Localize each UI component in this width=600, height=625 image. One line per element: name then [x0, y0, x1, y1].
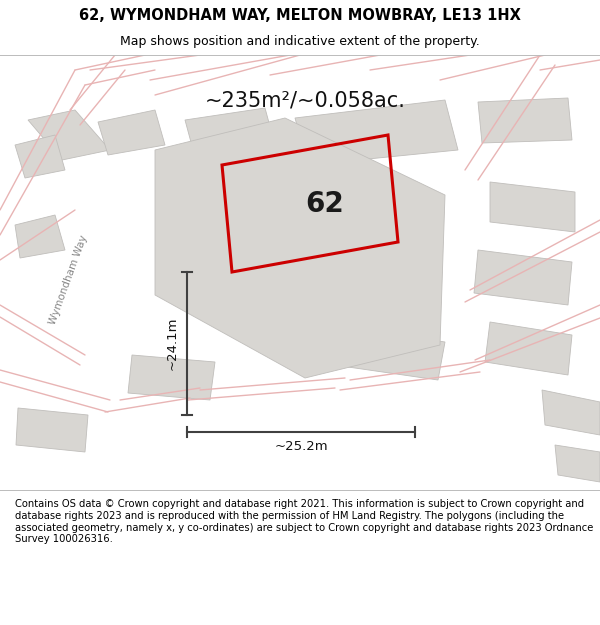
Polygon shape — [490, 182, 575, 232]
Polygon shape — [295, 100, 458, 165]
Polygon shape — [15, 215, 65, 258]
Polygon shape — [128, 355, 215, 400]
Text: Map shows position and indicative extent of the property.: Map shows position and indicative extent… — [120, 35, 480, 48]
Polygon shape — [185, 108, 275, 157]
Polygon shape — [542, 390, 600, 435]
Text: Contains OS data © Crown copyright and database right 2021. This information is : Contains OS data © Crown copyright and d… — [15, 499, 593, 544]
Text: ~24.1m: ~24.1m — [166, 317, 179, 370]
Text: 62: 62 — [305, 189, 344, 218]
Text: Wymondham Way: Wymondham Way — [47, 234, 89, 326]
Text: ~25.2m: ~25.2m — [274, 440, 328, 453]
Polygon shape — [15, 135, 65, 178]
Polygon shape — [28, 110, 110, 160]
Polygon shape — [485, 322, 572, 375]
Polygon shape — [155, 118, 445, 378]
Text: ~235m²/~0.058ac.: ~235m²/~0.058ac. — [205, 90, 406, 110]
Polygon shape — [478, 98, 572, 143]
Polygon shape — [348, 328, 445, 380]
Polygon shape — [16, 408, 88, 452]
Polygon shape — [555, 445, 600, 482]
Polygon shape — [98, 110, 165, 155]
Text: 62, WYMONDHAM WAY, MELTON MOWBRAY, LE13 1HX: 62, WYMONDHAM WAY, MELTON MOWBRAY, LE13 … — [79, 8, 521, 23]
Polygon shape — [474, 250, 572, 305]
